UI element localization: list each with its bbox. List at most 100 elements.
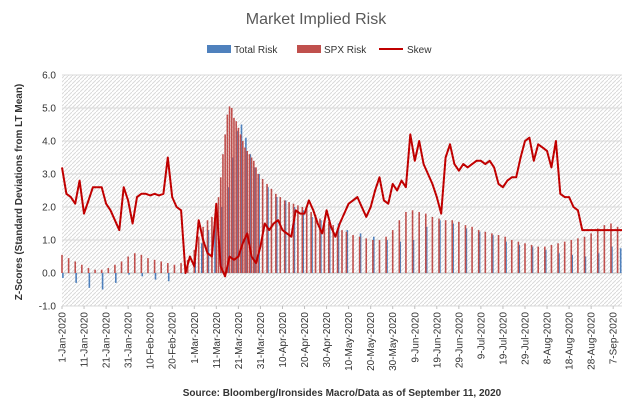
spx-risk-bar xyxy=(202,226,204,273)
total-risk-bar xyxy=(167,273,170,282)
spx-risk-bar xyxy=(87,268,90,273)
spx-risk-bar xyxy=(358,236,361,273)
spx-risk-bar xyxy=(411,210,414,273)
total-risk-bar xyxy=(240,124,243,273)
spx-risk-bar xyxy=(147,258,149,273)
total-risk-bar xyxy=(200,243,203,273)
spx-risk-bar xyxy=(100,269,103,273)
legend-label-spx-risk: SPX Risk xyxy=(324,45,367,56)
spx-risk-bar xyxy=(610,223,612,273)
x-tick-label: 21-Mar-2020 xyxy=(234,312,245,370)
spx-risk-bar xyxy=(517,241,520,273)
spx-risk-bar xyxy=(557,243,559,273)
spx-risk-bar xyxy=(319,218,321,273)
y-tick-label: 1.0 xyxy=(42,236,56,247)
spx-risk-bar xyxy=(405,211,407,273)
spx-risk-bar xyxy=(590,233,592,273)
chart-title: Market Implied Risk xyxy=(246,11,387,28)
y-axis-label: Z-Scores (Standard Deviations from LT Me… xyxy=(14,84,25,301)
total-risk-bar xyxy=(293,207,296,273)
total-risk-bar xyxy=(101,273,104,290)
spx-risk-bar xyxy=(248,154,251,273)
x-tick-label: 20-Apr-2020 xyxy=(300,312,311,368)
spx-risk-bar xyxy=(61,254,63,273)
total-risk-bar xyxy=(302,210,305,273)
spx-risk-bar xyxy=(215,211,218,273)
total-risk-bar xyxy=(328,220,331,273)
spx-risk-bar xyxy=(418,211,420,273)
spx-risk-bar xyxy=(246,150,248,273)
spx-risk-bar xyxy=(570,240,573,273)
total-risk-bar xyxy=(62,273,64,278)
spx-risk-bar xyxy=(279,197,282,273)
spx-risk-bar xyxy=(596,228,599,273)
spx-risk-bar xyxy=(114,264,116,273)
total-risk-bar xyxy=(231,157,234,273)
spx-risk-bar xyxy=(504,236,506,273)
x-tick-label: 9-Jun-2020 xyxy=(410,312,421,363)
spx-risk-bar xyxy=(484,231,487,273)
spx-risk-bar xyxy=(398,220,401,273)
spx-risk-bar xyxy=(180,263,182,273)
total-risk-bar xyxy=(128,273,130,275)
y-tick-label: 5.0 xyxy=(42,104,56,115)
y-axis-ticks: 6.0 5.0 4.0 3.0 2.0 1.0 0.0 -1.0 xyxy=(39,71,57,313)
x-tick-label: 20-May-2020 xyxy=(366,312,377,371)
spx-risk-bar xyxy=(283,200,286,273)
source-note: Source: Bloomberg/Ironsides Macro/Data a… xyxy=(183,388,502,399)
total-risk-bar xyxy=(439,220,441,273)
spx-risk-bar xyxy=(314,215,317,273)
spx-risk-bar xyxy=(537,246,540,273)
spx-risk-bar xyxy=(241,141,244,273)
spx-risk-bar xyxy=(250,157,253,273)
spx-risk-bar xyxy=(497,235,500,273)
spx-risk-bar xyxy=(310,211,312,273)
total-risk-bar xyxy=(245,137,247,273)
total-risk-bar xyxy=(571,254,573,273)
spx-risk-bar xyxy=(140,254,143,273)
x-tick-label: 31-Jan-2020 xyxy=(124,312,135,369)
total-risk-bar xyxy=(154,273,157,280)
spx-risk-bar xyxy=(239,134,242,273)
y-tick-label: 2.0 xyxy=(42,203,56,214)
total-risk-bar xyxy=(236,131,238,273)
skew-line xyxy=(61,133,622,278)
x-tick-label: 1-Mar-2020 xyxy=(190,312,201,364)
spx-risk-bar xyxy=(219,177,222,273)
x-tick-label: 10-Feb-2020 xyxy=(146,312,157,370)
x-tick-label: 31-Mar-2020 xyxy=(256,312,267,370)
spx-risk-bar xyxy=(74,261,77,273)
spx-risk-bar xyxy=(372,240,374,273)
spx-risk-bar xyxy=(352,235,354,273)
spx-risk-bar xyxy=(431,216,434,273)
spx-risk-bar xyxy=(233,117,235,274)
total-risk-bar xyxy=(505,241,507,273)
x-tick-label: 29-Jul-2020 xyxy=(520,312,531,365)
spx-risk-bar xyxy=(270,188,273,273)
total-risk-bar xyxy=(611,246,613,273)
spx-risk-bar xyxy=(235,121,237,273)
spx-risk-bar xyxy=(378,240,381,273)
total-risk-bar xyxy=(141,273,144,277)
spx-risk-bar xyxy=(230,108,233,273)
y-tick-label: 6.0 xyxy=(42,71,56,82)
skew-series-line xyxy=(61,133,622,278)
legend-label-total-risk: Total Risk xyxy=(234,45,278,56)
total-risk-bar xyxy=(220,207,223,273)
spx-risk-bar xyxy=(438,218,440,273)
spx-risk-bar xyxy=(197,236,200,273)
total-risk-bar xyxy=(597,253,600,273)
x-tick-label: 20-Feb-2020 xyxy=(168,312,179,370)
total-risk-bar xyxy=(452,223,454,273)
legend-swatch-total-risk xyxy=(207,45,231,53)
x-tick-label: 18-Aug-2020 xyxy=(565,312,576,370)
total-risk-bar xyxy=(359,233,362,273)
spx-risk-bar xyxy=(228,106,231,273)
spx-risk-bar xyxy=(424,213,427,273)
spx-risk-bar xyxy=(616,226,619,273)
x-tick-label: 30-Apr-2020 xyxy=(322,312,333,368)
total-risk-bar xyxy=(275,197,278,273)
spx-risk-bar xyxy=(67,258,70,273)
x-tick-label: 11-Mar-2020 xyxy=(212,312,223,369)
spx-risk-bar xyxy=(305,208,308,273)
